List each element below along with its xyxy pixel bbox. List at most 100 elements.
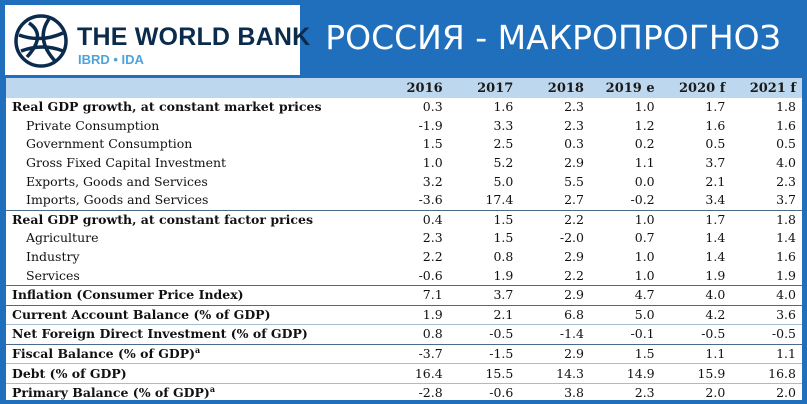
value-cell: 2.9 — [564, 155, 584, 171]
value-cell: 2.3 — [589, 382, 661, 400]
value-cell: 1.0 — [422, 155, 443, 171]
value-cell: 1.9 — [776, 267, 796, 283]
value-cell: 1.0 — [634, 249, 655, 265]
value-cell: 1.8 — [776, 99, 796, 115]
row-label: Government Consumption — [6, 135, 378, 154]
column-header: 2020 f — [660, 78, 732, 98]
row-label-text: Real GDP growth, at constant factor pric… — [12, 211, 313, 227]
row-label: Real GDP growth, at constant factor pric… — [6, 209, 379, 230]
value-cell: 1.9 — [705, 267, 726, 283]
value-cell: 1.7 — [705, 99, 726, 115]
value-cell: 7.1 — [378, 284, 449, 306]
footnote-marker: a — [195, 344, 201, 355]
value-cell: 1.0 — [634, 267, 655, 283]
value-cell: 1.1 — [660, 343, 732, 364]
value-cell: 1.5 — [589, 343, 661, 364]
row-label-text: Services — [26, 267, 80, 283]
value-cell: 5.5 — [564, 173, 584, 189]
value-cell: 1.6 — [705, 117, 726, 133]
value-cell: 4.2 — [660, 304, 732, 325]
value-cell: 2.3 — [422, 230, 443, 246]
value-cell: 5.0 — [493, 173, 514, 189]
value-cell: 3.7 — [448, 284, 520, 306]
value-cell: 0.3 — [422, 99, 443, 115]
row-label: Agriculture — [6, 229, 378, 248]
row-label: Industry — [6, 248, 378, 267]
row-label-text: Current Account Balance (% of GDP) — [12, 306, 271, 322]
value-cell: 4.0 — [776, 155, 796, 171]
row-label-text: Debt (% of GDP) — [12, 365, 127, 381]
row-label-text: Government Consumption — [26, 136, 193, 152]
value-cell: 2.9 — [519, 343, 590, 364]
value-cell: 15.9 — [660, 363, 732, 384]
value-cell: 1.2 — [634, 117, 655, 133]
value-cell: 1.1 — [731, 343, 802, 364]
value-cell: 2.5 — [493, 136, 514, 152]
value-cell: 0.5 — [705, 136, 726, 152]
table-row: Services -0.6 1.9 2.2 1.0 1.9 1.9 — [6, 266, 802, 285]
value-cell: 5.0 — [589, 304, 661, 325]
value-cell: 2.9 — [564, 249, 584, 265]
value-cell: -0.5 — [660, 324, 732, 345]
value-cell: 1.5 — [422, 136, 443, 152]
row-label-text: Fiscal Balance (% of GDP) — [12, 346, 196, 362]
value-cell: 1.4 — [776, 230, 796, 246]
table-row: Agriculture 2.3 1.5 -2.0 0.7 1.4 1.4 — [6, 229, 802, 248]
value-cell: 1.4 — [705, 249, 726, 265]
value-cell: 2.1 — [705, 173, 726, 189]
value-cell: 2.0 — [731, 382, 802, 400]
row-label: Real GDP growth, at constant market pric… — [6, 98, 378, 117]
column-header: 2019 e — [589, 78, 661, 98]
table-row: Government Consumption 1.5 2.5 0.3 0.2 0.5 0.5 — [6, 135, 802, 154]
value-cell: 0.5 — [776, 136, 796, 152]
value-cell: -0.1 — [589, 324, 661, 345]
table-row: Exports, Goods and Services 3.2 5.0 5.5 0.0 2… — [6, 172, 802, 191]
value-cell: 2.2 — [422, 249, 443, 265]
footnote-marker: a — [209, 384, 216, 395]
value-cell: -1.5 — [448, 343, 520, 364]
value-cell: 4.0 — [660, 284, 732, 306]
row-label-text: Exports, Goods and Services — [26, 173, 208, 189]
value-cell: -0.5 — [731, 324, 802, 345]
value-cell: 4.0 — [731, 284, 802, 306]
row-label-text: Agriculture — [26, 230, 99, 246]
table-row: Current Account Balance (% of GDP) 1.9 2.1… — [6, 304, 802, 325]
value-cell: 2.7 — [564, 192, 584, 208]
table-row: Inflation (Consumer Price Index) 7.1 3.7 2.… — [6, 284, 802, 306]
value-cell: 1.6 — [493, 99, 514, 115]
value-cell: 2.1 — [448, 304, 520, 325]
table-row: Industry 2.2 0.8 2.9 1.0 1.4 1.6 — [6, 248, 802, 267]
row-label-text: Gross Fixed Capital Investment — [26, 155, 227, 171]
value-cell: 3.3 — [493, 117, 514, 133]
page-title: РОССИЯ - МАКРОПРОГНОЗ — [325, 18, 781, 57]
value-cell: 1.8 — [731, 209, 802, 230]
row-label-text: Imports, Goods and Services — [26, 192, 209, 208]
value-cell: 1.6 — [776, 117, 796, 133]
value-cell: 2.3 — [776, 173, 796, 189]
value-cell: 16.8 — [731, 363, 802, 384]
value-cell: -0.6 — [418, 267, 443, 283]
table-row: Imports, Goods and Services -3.6 17.4 2.7 -0… — [6, 191, 802, 210]
row-label: Net Foreign Direct Investment (% of GDP) — [6, 324, 379, 345]
value-cell: -0.5 — [448, 324, 520, 345]
row-label: Current Account Balance (% of GDP) — [6, 304, 379, 325]
value-cell: 14.9 — [589, 363, 661, 384]
row-label: Fiscal Balance (% of GDP)a — [6, 343, 379, 364]
value-cell: 1.0 — [634, 99, 655, 115]
value-cell: -1.4 — [519, 324, 590, 345]
row-label: Inflation (Consumer Price Index) — [6, 284, 379, 306]
value-cell: 6.8 — [519, 304, 590, 325]
world-bank-logo: THE WORLD BANK IBRD • IDA — [5, 5, 310, 75]
row-label-text: Private Consumption — [26, 117, 160, 133]
value-cell: 0.8 — [378, 324, 449, 345]
table-row: Net Foreign Direct Investment (% of GDP)… — [6, 324, 802, 345]
value-cell: 1.5 — [448, 209, 520, 230]
value-cell: 0.7 — [634, 230, 655, 246]
row-label-text: Net Foreign Direct Investment (% of GDP) — [12, 326, 308, 342]
column-header: 2017 — [448, 78, 520, 98]
table-row: Private Consumption -1.9 3.3 2.3 1.2 1.6 1.6 — [6, 117, 802, 136]
value-cell: 3.2 — [422, 173, 443, 189]
table-row: Fiscal Balance (% of GDP)a -3.7 -1.5 2.9 1.5… — [6, 343, 802, 364]
row-label: Private Consumption — [6, 117, 378, 136]
value-cell: 0.0 — [634, 173, 655, 189]
